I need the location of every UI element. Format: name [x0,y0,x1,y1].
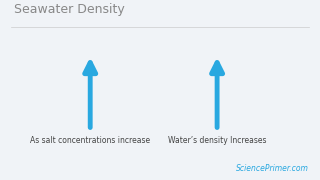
Text: SciencePrimer.com: SciencePrimer.com [236,165,309,174]
Text: As salt concentrations increase: As salt concentrations increase [30,136,150,145]
Text: Water’s density Increases: Water’s density Increases [168,136,266,145]
Text: Seawater Density: Seawater Density [14,3,125,16]
